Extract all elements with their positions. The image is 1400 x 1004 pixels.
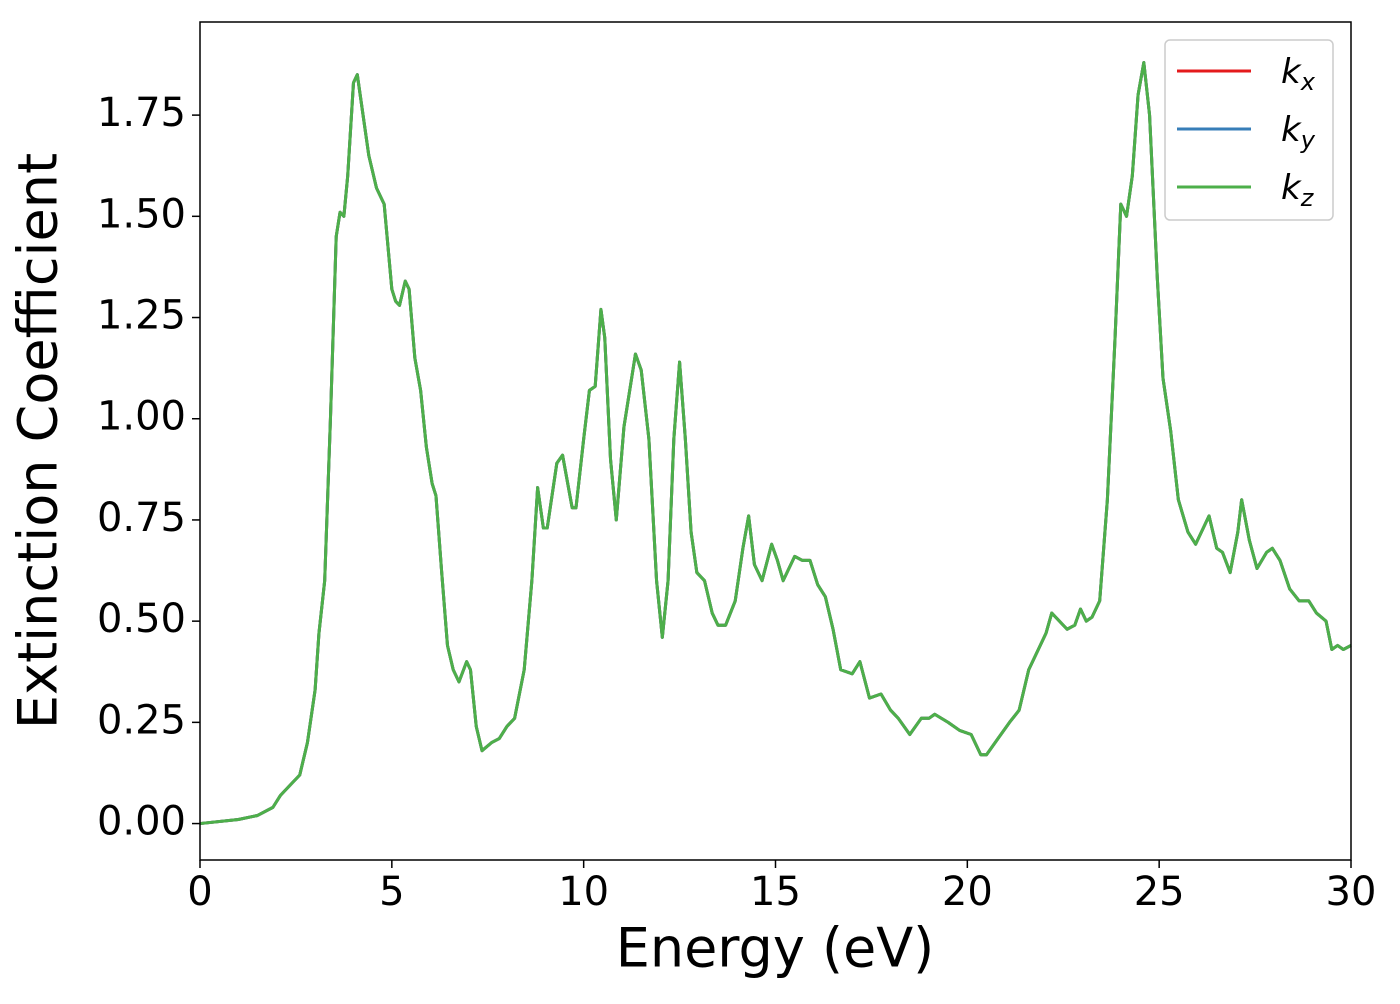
x-tick-label: 20 — [942, 869, 993, 915]
plot-frame — [199, 21, 1352, 861]
legend: kx ky kz — [1164, 39, 1334, 221]
y-tick-label: 1.00 — [97, 394, 186, 440]
legend-label: ky — [1281, 110, 1316, 154]
y-tick-label: 0.25 — [97, 697, 186, 743]
x-tick-label: 0 — [187, 869, 212, 915]
legend-label: kz — [1281, 168, 1315, 212]
y-tick-label: 1.75 — [97, 90, 186, 136]
legend-label: kx — [1281, 52, 1316, 96]
y-axis-label: Extinction Coefficient — [7, 153, 70, 729]
x-tick-label: 5 — [379, 869, 404, 915]
x-tick-label: 15 — [750, 869, 801, 915]
y-tick-label: 1.50 — [97, 191, 186, 237]
y-tick-label: 1.25 — [97, 293, 186, 339]
data-line — [199, 60, 1352, 826]
x-axis-label: Energy (eV) — [616, 917, 935, 980]
x-tick-label: 10 — [558, 869, 609, 915]
y-tick-label: 0.00 — [97, 799, 186, 845]
y-tick-label: 0.75 — [97, 495, 186, 541]
x-tick-label: 30 — [1326, 869, 1377, 915]
y-tick-label: 0.50 — [97, 596, 186, 642]
x-tick-label: 25 — [1134, 869, 1185, 915]
